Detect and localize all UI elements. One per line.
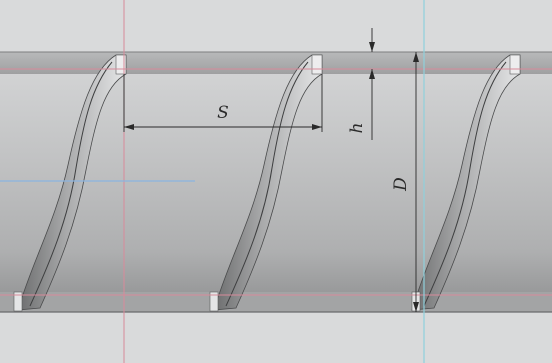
rib-2-top-notch: [311, 54, 323, 75]
rib-2-shadow-line: [225, 61, 309, 307]
diameter-label: D: [391, 177, 411, 192]
diameter-arrow-top: [413, 52, 419, 62]
pitch-arrow-right: [312, 124, 322, 130]
rib-height-dimension: h: [347, 28, 375, 140]
diameter-arrow-bottom: [413, 302, 419, 312]
rib-1-shadow-line: [29, 61, 113, 307]
pitch-arrow-left: [124, 124, 134, 130]
rib-3-shadow-line: [423, 61, 507, 307]
pitch-label: S: [217, 103, 229, 123]
rib-1-top-notch: [115, 54, 127, 75]
rib-1-face: [17, 54, 127, 311]
pitch-dimension: S: [123, 74, 323, 132]
shaft-top-band: [0, 52, 552, 74]
rib-3-top-notch: [509, 54, 521, 75]
rib-1-bottom-notch: [13, 291, 23, 312]
diameter-dimension: D: [391, 52, 419, 312]
height-arrow-upper: [369, 42, 375, 52]
rib-2-bottom-notch: [209, 291, 219, 312]
helical-rib-1: [13, 54, 127, 312]
height-label: h: [347, 123, 367, 134]
height-arrow-lower: [369, 69, 375, 79]
rib-3-face: [411, 54, 521, 311]
